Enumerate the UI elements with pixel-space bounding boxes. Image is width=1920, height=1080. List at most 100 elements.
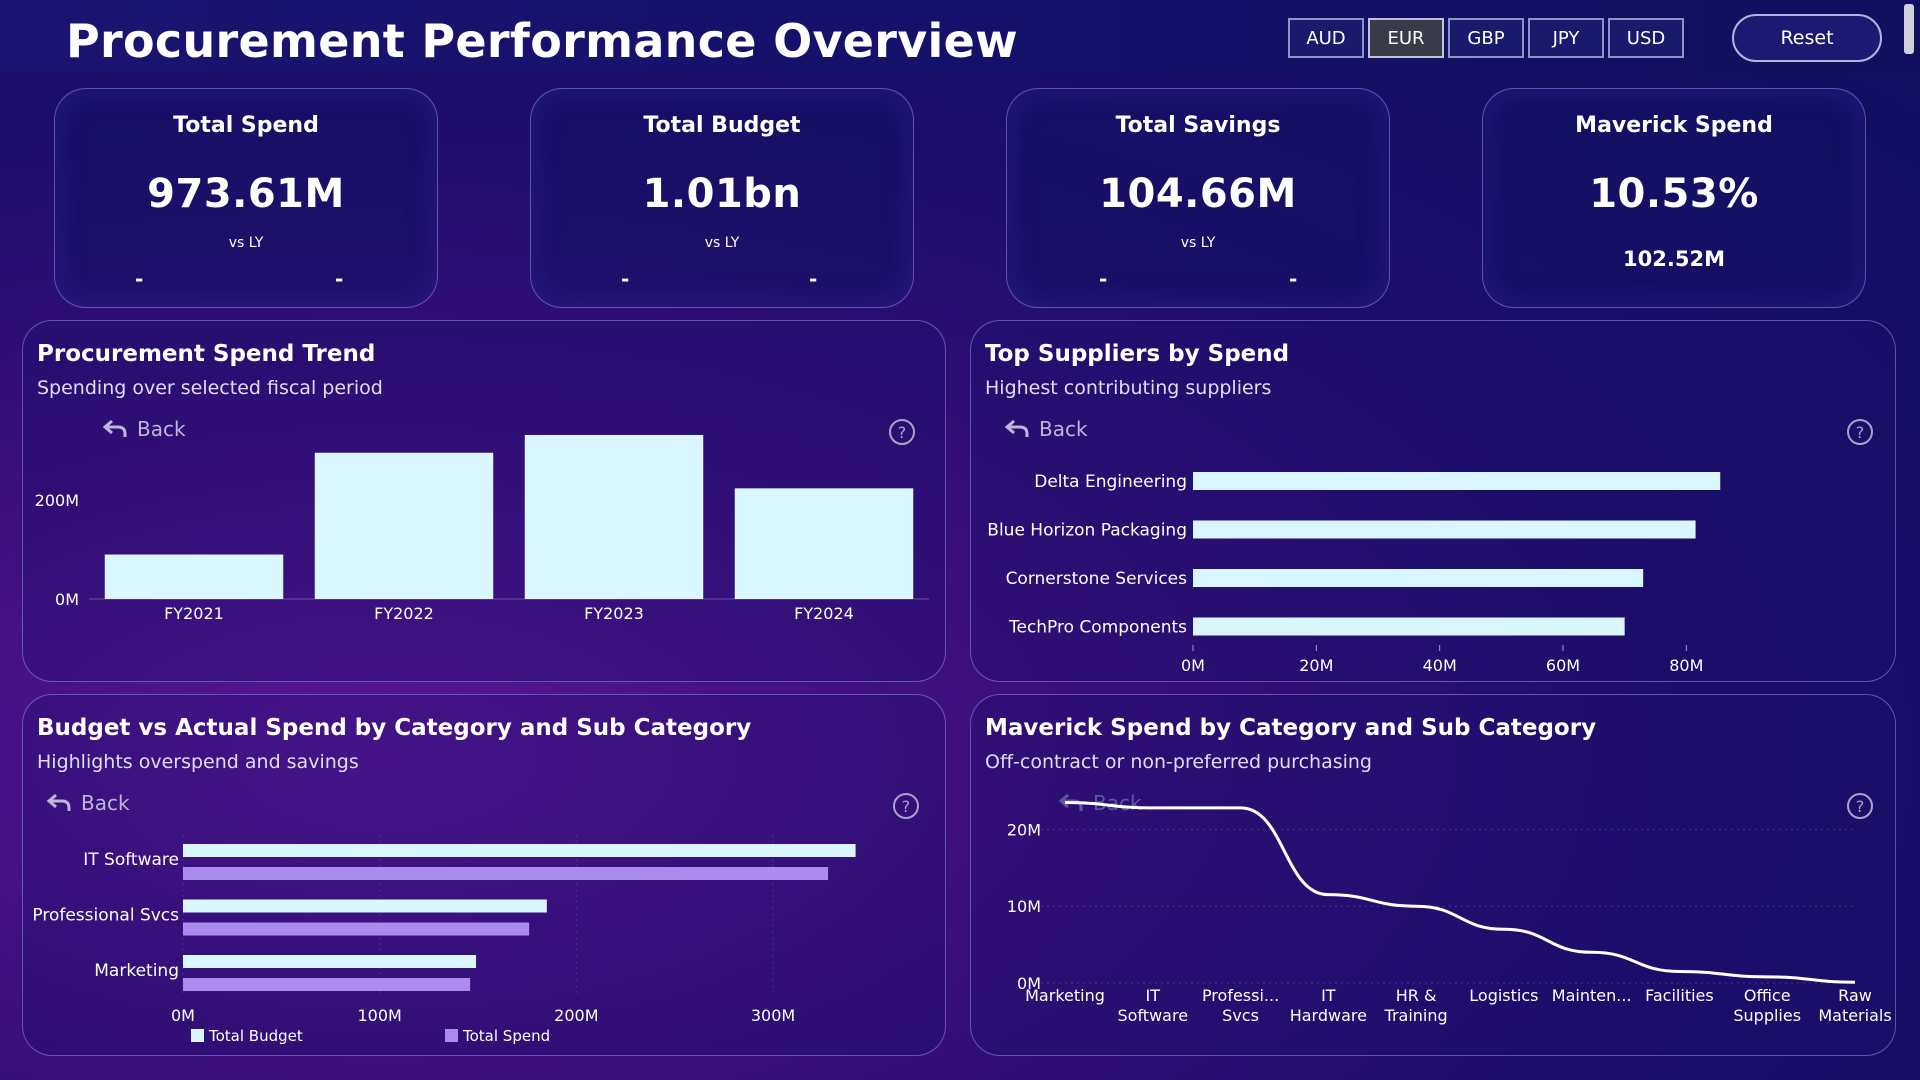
y-tick-label: 20M xyxy=(1007,820,1041,839)
page-title: Procurement Performance Overview xyxy=(66,14,1018,68)
legend-swatch xyxy=(445,1029,458,1042)
legend-label: Total Budget xyxy=(208,1027,303,1045)
y-tick-label: 10M xyxy=(1007,897,1041,916)
bar xyxy=(183,899,547,913)
scrollbar[interactable] xyxy=(1904,4,1914,54)
panel-title: Maverick Spend by Category and Sub Categ… xyxy=(985,715,1597,741)
bar xyxy=(183,978,471,991)
panel-subtitle: Off-contract or non-preferred purchasing xyxy=(985,751,1372,773)
x-tick-label: FY2021 xyxy=(164,604,224,623)
x-tick-label: Svcs xyxy=(1222,1006,1259,1025)
help-icon[interactable]: ? xyxy=(1847,793,1873,819)
x-tick-label: Office xyxy=(1744,986,1791,1005)
help-icon[interactable]: ? xyxy=(889,419,915,445)
kpi-vs-label: vs LY xyxy=(228,235,264,251)
kpi-card-total-spend: Total Spend 973.61M vs LY - - xyxy=(54,88,438,308)
x-tick-label: 100M xyxy=(357,1006,401,1025)
back-arrow-icon xyxy=(47,793,71,811)
x-tick-label: IT xyxy=(1146,986,1161,1005)
x-tick-label: Mainten... xyxy=(1552,986,1632,1005)
currency-aud-button[interactable]: AUD xyxy=(1288,18,1364,58)
panel-subtitle: Spending over selected fiscal period xyxy=(37,377,383,399)
kpi-card-total-budget: Total Budget 1.01bn vs LY - - xyxy=(530,88,914,308)
bar xyxy=(314,452,494,599)
x-tick-label: FY2023 xyxy=(584,604,644,623)
x-tick-label: 0M xyxy=(1181,656,1205,675)
kpi-card-maverick-spend: Maverick Spend 10.53% 102.52M xyxy=(1482,88,1866,308)
x-tick-label: Software xyxy=(1118,1006,1189,1025)
back-label: Back xyxy=(81,791,130,815)
x-tick-label: Logistics xyxy=(1469,986,1538,1005)
bar xyxy=(1193,520,1696,539)
currency-gbp-button[interactable]: GBP xyxy=(1448,18,1524,58)
y-tick-label: Cornerstone Services xyxy=(1006,569,1188,589)
panel-maverick-spend: Maverick Spend by Category and Sub Categ… xyxy=(970,694,1896,1056)
x-tick-label: Facilities xyxy=(1645,986,1714,1005)
bar xyxy=(183,867,829,880)
back-button[interactable]: Back xyxy=(103,417,186,441)
help-icon[interactable]: ? xyxy=(893,793,919,819)
x-tick-label: Professi... xyxy=(1202,986,1279,1005)
kpi-vs-label: vs LY xyxy=(1180,235,1216,251)
x-tick-label: FY2024 xyxy=(794,604,854,623)
bar xyxy=(1193,569,1644,587)
currency-selector: AUD EUR GBP JPY USD xyxy=(1288,18,1686,58)
y-tick-label: Delta Engineering xyxy=(1034,472,1187,492)
trend-bar-chart: 0M 200M FY2021 FY2022 FY2023 FY2024 xyxy=(35,434,929,623)
x-tick-label: HR & xyxy=(1396,986,1437,1005)
back-label: Back xyxy=(137,417,186,441)
panel-title: Procurement Spend Trend xyxy=(37,341,376,367)
x-tick-label: Marketing xyxy=(1025,986,1105,1005)
panel-title: Budget vs Actual Spend by Category and S… xyxy=(37,715,752,741)
kpi-title: Total Savings xyxy=(1115,113,1281,138)
suppliers-bar-chart: 0M 20M 40M 60M 80M Delta Engineering Blue Hori… xyxy=(987,472,1721,675)
kpi-sub-value: 102.52M xyxy=(1623,247,1725,271)
currency-eur-button[interactable]: EUR xyxy=(1368,18,1444,58)
kpi-dash-right: - xyxy=(809,267,818,291)
currency-jpy-button[interactable]: JPY xyxy=(1528,18,1604,58)
bar xyxy=(183,955,477,968)
y-tick-label: IT Software xyxy=(83,850,179,870)
back-button[interactable]: Back xyxy=(1005,417,1088,441)
y-tick-label: 0M xyxy=(55,590,79,609)
bar xyxy=(183,844,856,857)
x-tick-label: FY2022 xyxy=(374,604,434,623)
x-tick-label: 300M xyxy=(751,1006,795,1025)
currency-usd-button[interactable]: USD xyxy=(1608,18,1684,58)
y-tick-label: 200M xyxy=(35,491,79,510)
back-arrow-icon xyxy=(103,419,127,437)
kpi-title: Total Spend xyxy=(173,113,319,138)
x-tick-label: IT xyxy=(1321,986,1336,1005)
reset-button[interactable]: Reset xyxy=(1732,14,1882,62)
x-tick-label: 80M xyxy=(1669,656,1703,675)
x-tick-label: 20M xyxy=(1299,656,1333,675)
back-arrow-icon xyxy=(1005,419,1029,437)
x-tick-label: Hardware xyxy=(1290,1006,1367,1025)
kpi-dash-left: - xyxy=(1099,267,1108,291)
kpi-value: 973.61M xyxy=(147,171,345,217)
x-tick-label: 40M xyxy=(1423,656,1457,675)
panel-subtitle: Highest contributing suppliers xyxy=(985,377,1272,399)
help-icon[interactable]: ? xyxy=(1847,419,1873,445)
back-button[interactable]: Back xyxy=(47,791,130,815)
x-tick-label: 200M xyxy=(554,1006,598,1025)
kpi-dash-left: - xyxy=(621,267,630,291)
bar xyxy=(1193,617,1625,636)
panel-subtitle: Highlights overspend and savings xyxy=(37,751,359,773)
bar xyxy=(183,922,530,936)
kpi-value: 104.66M xyxy=(1099,171,1297,217)
legend-label: Total Spend xyxy=(462,1027,550,1045)
y-tick-label: 0M xyxy=(1017,974,1041,993)
kpi-dash-left: - xyxy=(135,267,144,291)
kpi-value: 10.53% xyxy=(1589,171,1759,217)
x-tick-label: 60M xyxy=(1546,656,1580,675)
kpi-card-total-savings: Total Savings 104.66M vs LY - - xyxy=(1006,88,1390,308)
kpi-vs-label: vs LY xyxy=(704,235,740,251)
panel-spend-trend: Procurement Spend Trend Spending over se… xyxy=(22,320,946,682)
kpi-title: Total Budget xyxy=(643,113,801,138)
kpi-title: Maverick Spend xyxy=(1575,113,1773,138)
bar xyxy=(104,554,284,599)
panel-top-suppliers: Top Suppliers by Spend Highest contribut… xyxy=(970,320,1896,682)
legend-swatch xyxy=(191,1029,204,1042)
